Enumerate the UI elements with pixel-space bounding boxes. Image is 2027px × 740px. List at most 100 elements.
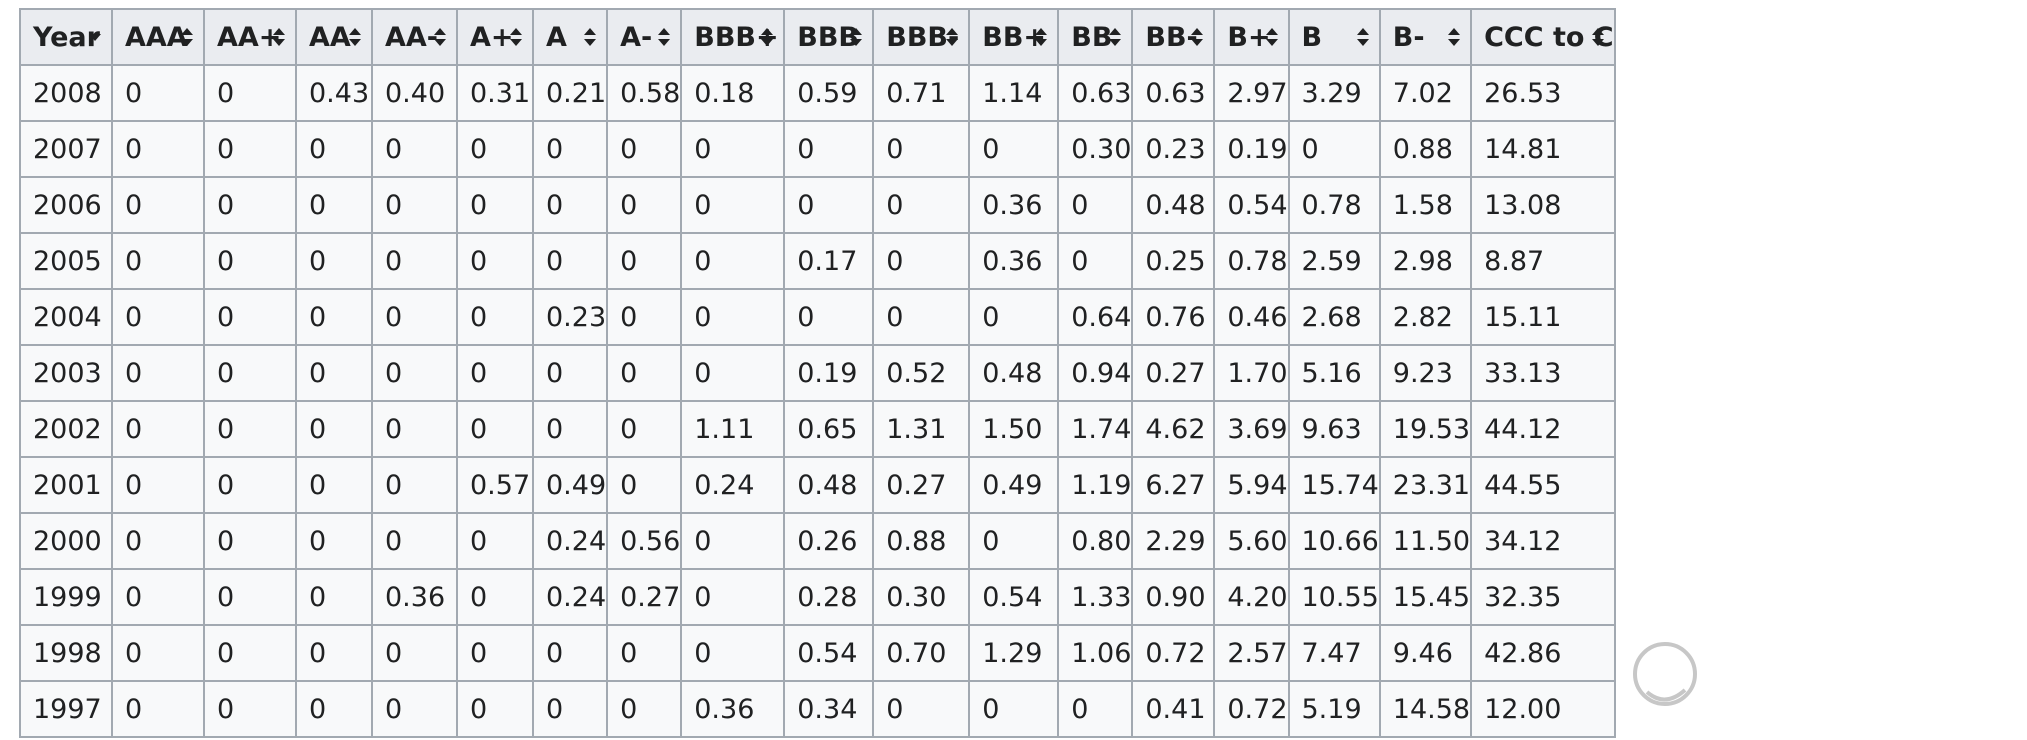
column-header-year[interactable]: Year: [19, 8, 113, 66]
column-header-label: A: [546, 21, 567, 53]
rate-cell: 0: [456, 232, 534, 290]
sort-both-icon: [509, 26, 523, 48]
column-header-aaa[interactable]: AAA: [111, 8, 205, 66]
rate-cell: 4.62: [1131, 400, 1216, 458]
rate-cell: 0: [203, 512, 297, 570]
rate-cell: 0.19: [1213, 120, 1290, 178]
rate-cell: 0: [680, 288, 786, 346]
rate-cell: 0.78: [1213, 232, 1290, 290]
rate-cell: 0: [680, 120, 786, 178]
rate-cell: 0: [968, 120, 1060, 178]
rate-cell: 0: [606, 232, 683, 290]
rate-cell: 0: [295, 456, 373, 514]
rate-cell: 0: [531, 232, 609, 290]
rate-cell: 0.34: [783, 680, 875, 738]
rate-cell: 13.08: [1470, 176, 1616, 234]
column-header-label: BB-: [1145, 21, 1198, 53]
sort-both-icon: [1356, 26, 1370, 48]
rate-cell: 2.98: [1378, 232, 1473, 290]
rate-cell: 0: [606, 344, 683, 402]
rate-cell: 0: [456, 176, 534, 234]
column-header-aa-minus[interactable]: AA-: [371, 8, 458, 66]
column-header-bb[interactable]: BB: [1057, 8, 1134, 66]
rate-cell: 0.27: [606, 568, 683, 626]
column-header-label: BB+: [982, 21, 1047, 53]
sort-descending-icon: [88, 26, 102, 48]
column-header-bb-plus[interactable]: BB+: [968, 8, 1060, 66]
rate-cell: 0: [1287, 120, 1381, 178]
rate-cell: 1.29: [968, 624, 1060, 682]
sort-both-icon: [1108, 26, 1122, 48]
rate-cell: 5.60: [1213, 512, 1290, 570]
rate-cell: 0: [968, 680, 1060, 738]
rate-cell: 0: [111, 176, 205, 234]
column-header-a-minus[interactable]: A-: [606, 8, 683, 66]
rate-cell: 0.36: [968, 232, 1060, 290]
rate-cell: 0: [203, 120, 297, 178]
sort-both-icon: [945, 26, 959, 48]
year-cell: 2002: [19, 400, 113, 458]
rate-cell: 4.20: [1213, 568, 1290, 626]
rate-cell: 0: [111, 400, 205, 458]
rate-cell: 0.49: [968, 456, 1060, 514]
rate-cell: 0: [295, 232, 373, 290]
rate-cell: 0: [295, 120, 373, 178]
rate-cell: 0: [111, 680, 205, 738]
rate-cell: 34.12: [1470, 512, 1616, 570]
column-header-aa-plus[interactable]: AA+: [203, 8, 297, 66]
rate-cell: 0.71: [872, 64, 971, 122]
rate-cell: 0: [111, 120, 205, 178]
sort-both-icon: [1190, 26, 1204, 48]
column-header-a[interactable]: A: [531, 8, 609, 66]
rate-cell: 0: [456, 680, 534, 738]
rate-cell: 0.30: [872, 568, 971, 626]
rate-cell: 0.48: [783, 456, 875, 514]
rate-cell: 0.54: [783, 624, 875, 682]
year-cell: 1998: [19, 624, 113, 682]
rate-cell: 0: [680, 344, 786, 402]
column-header-b[interactable]: B: [1287, 8, 1381, 66]
rate-cell: 0.23: [1131, 120, 1216, 178]
rate-cell: 0.76: [1131, 288, 1216, 346]
column-header-bbb-plus[interactable]: BBB+: [680, 8, 786, 66]
column-header-label: B: [1301, 21, 1323, 53]
rate-cell: 0.28: [783, 568, 875, 626]
rate-cell: 0.63: [1131, 64, 1216, 122]
rate-cell: 1.11: [680, 400, 786, 458]
table-row: 2002 0 0 0 0 0 0 0 1.11 0.65 1.31 1.50 1.74 4.62 3.69 9…: [19, 400, 1616, 458]
rate-cell: 0.59: [783, 64, 875, 122]
rate-cell: 0.19: [783, 344, 875, 402]
rate-cell: 0.43: [295, 64, 373, 122]
rate-cell: 0.65: [783, 400, 875, 458]
table-row: 2000 0 0 0 0 0 0.24 0.56 0 0.26 0.88 0 0.80 2.29 5.60 1…: [19, 512, 1616, 570]
sort-both-icon: [433, 26, 447, 48]
sort-both-icon: [180, 26, 194, 48]
column-header-label: BBB+: [694, 21, 779, 53]
column-header-bb-minus[interactable]: BB-: [1131, 8, 1216, 66]
rate-cell: 7.47: [1287, 624, 1381, 682]
column-header-label: AA: [309, 21, 351, 53]
rate-cell: 0.72: [1131, 624, 1216, 682]
rate-cell: 0: [456, 400, 534, 458]
rate-cell: 6.27: [1131, 456, 1216, 514]
column-header-label: AA-: [385, 21, 438, 53]
column-header-ccc-to-c[interactable]: CCC to C: [1470, 8, 1616, 66]
rate-cell: 0: [872, 176, 971, 234]
rate-cell: 2.68: [1287, 288, 1381, 346]
column-header-a-plus[interactable]: A+: [456, 8, 534, 66]
rate-cell: 5.94: [1213, 456, 1290, 514]
rate-cell: 0: [111, 624, 205, 682]
rate-cell: 0: [111, 512, 205, 570]
column-header-b-plus[interactable]: B+: [1213, 8, 1290, 66]
rate-cell: 0: [606, 456, 683, 514]
table-row: 2003 0 0 0 0 0 0 0 0 0.19 0.52 0.48 0.94 0.27 1.70 5.16…: [19, 344, 1616, 402]
column-header-bbb-minus[interactable]: BBB-: [872, 8, 971, 66]
rate-cell: 0: [295, 680, 373, 738]
rate-cell: 0: [872, 120, 971, 178]
column-header-bbb[interactable]: BBB: [783, 8, 875, 66]
table-row: 1999 0 0 0 0.36 0 0.24 0.27 0 0.28 0.30 0.54 1.33 0.9…: [19, 568, 1616, 626]
column-header-b-minus[interactable]: B-: [1378, 8, 1473, 66]
year-cell: 2000: [19, 512, 113, 570]
rate-cell: 0: [203, 400, 297, 458]
column-header-aa[interactable]: AA: [295, 8, 373, 66]
